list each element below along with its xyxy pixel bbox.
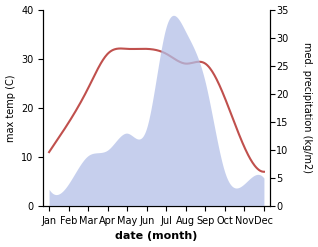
Y-axis label: max temp (C): max temp (C) xyxy=(5,74,16,142)
Y-axis label: med. precipitation (kg/m2): med. precipitation (kg/m2) xyxy=(302,42,313,173)
X-axis label: date (month): date (month) xyxy=(115,231,198,242)
